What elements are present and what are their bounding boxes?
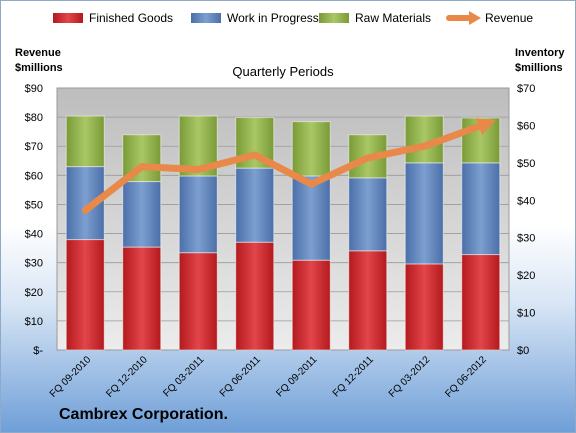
legend-label: Work in Progress — [227, 11, 319, 25]
left-tick-label: $60 — [25, 170, 43, 182]
left-tick-label: $10 — [25, 316, 43, 328]
bar-work-in-progress — [178, 175, 218, 254]
legend-swatch — [319, 13, 349, 23]
right-axis-label-line2: $millions — [515, 62, 563, 74]
bar-work-in-progress — [348, 177, 388, 252]
right-tick-label: $50 — [517, 158, 535, 170]
x-tick-label: FQ 12-2010 — [104, 354, 150, 400]
bar-finished-goods — [404, 263, 444, 351]
x-tick-label: FQ 06-2011 — [218, 354, 263, 399]
bar-work-in-progress — [461, 162, 501, 256]
x-tick-label: FQ 06-2012 — [443, 354, 489, 400]
bar-work-in-progress — [404, 162, 444, 265]
company-name: Cambrex Corporation. — [59, 406, 228, 423]
right-tick-label: $60 — [517, 120, 535, 132]
left-tick-label: $70 — [25, 141, 43, 153]
legend-label: Revenue — [485, 11, 533, 25]
x-tick-label: FQ 03-2012 — [387, 354, 433, 400]
right-tick-label: $0 — [517, 345, 529, 357]
bar-finished-goods — [122, 246, 162, 351]
left-tick-label: $- — [33, 345, 43, 357]
bar-finished-goods — [291, 259, 331, 351]
left-tick-label: $30 — [25, 258, 43, 270]
bar-finished-goods — [178, 252, 218, 351]
left-tick-label: $90 — [25, 83, 43, 95]
bar-finished-goods — [235, 241, 275, 351]
legend-label: Raw Materials — [355, 11, 431, 25]
left-axis-label-line2: $millions — [15, 62, 63, 74]
bar-work-in-progress — [235, 167, 275, 243]
legend-swatch-arrow — [469, 11, 481, 25]
right-tick-label: $20 — [517, 270, 535, 282]
x-tick-label: FQ 12-2011 — [331, 354, 376, 399]
bar-raw-materials — [122, 134, 162, 183]
left-tick-label: $80 — [25, 112, 43, 124]
left-axis-label-line1: Revenue — [15, 47, 61, 59]
legend-swatch — [53, 13, 83, 23]
right-tick-label: $40 — [517, 195, 535, 207]
bar-finished-goods — [348, 250, 388, 351]
right-tick-label: $10 — [517, 308, 535, 320]
left-tick-label: $50 — [25, 199, 43, 211]
legend-swatch — [191, 13, 221, 23]
revenue-arrowhead — [475, 118, 496, 135]
x-tick-label: FQ 09-2010 — [48, 354, 94, 400]
chart-title: Quarterly Periods — [232, 64, 334, 79]
legend-label: Finished Goods — [89, 11, 173, 25]
right-tick-label: $30 — [517, 233, 535, 245]
left-tick-label: $20 — [25, 287, 43, 299]
right-tick-label: $70 — [517, 83, 535, 95]
right-axis-label-line1: Inventory — [515, 47, 565, 59]
bar-finished-goods — [461, 254, 501, 351]
x-tick-label: FQ 03-2011 — [161, 354, 206, 399]
bar-raw-materials — [65, 115, 105, 168]
bar-work-in-progress — [291, 175, 331, 261]
bar-finished-goods — [65, 239, 105, 351]
x-tick-label: FQ 09-2011 — [274, 354, 319, 399]
revenue-line — [81, 122, 485, 214]
bar-work-in-progress — [122, 181, 162, 248]
bar-raw-materials — [291, 121, 331, 177]
left-tick-label: $40 — [25, 229, 43, 241]
